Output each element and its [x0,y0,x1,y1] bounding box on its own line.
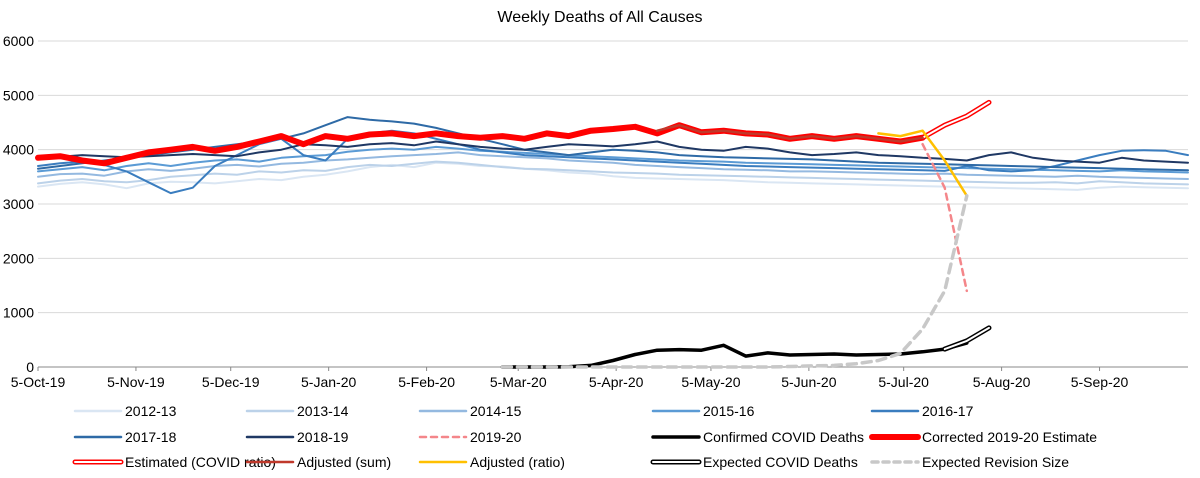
legend-item-adjusted-ratio: Adjusted (ratio) [418,454,565,470]
y-tick-label: 6000 [3,33,34,49]
series-line-2012-13 [37,161,1189,191]
legend-item-adjusted-sum: Adjusted (sum) [245,454,391,470]
series-line-adjusted-sum [655,123,924,143]
x-tick-label: 5-Sep-20 [1071,374,1129,390]
y-tick-label: 3000 [3,196,34,212]
series-lines [35,99,1189,369]
legend-item-2014-15: 2014-15 [418,403,522,419]
series-line-2014-15 [37,151,1189,180]
legend-item-2016-17: 2016-17 [870,403,974,419]
legend-label: 2019-20 [470,429,522,445]
x-tick-label: 5-Feb-20 [398,374,455,390]
y-tick-label: 5000 [3,87,34,103]
series-line-estimated-covid-ratio-inner [921,101,990,139]
legend-item-2015-16: 2015-16 [651,403,755,419]
legend-item-expected-covid-deaths: Expected COVID Deaths [650,454,858,470]
legend-item-estimated-covid-ratio: Estimated (COVID ratio) [72,454,276,470]
legend-label: 2016-17 [922,403,974,419]
legend-item-2018-19: 2018-19 [245,429,349,445]
legend-item-confirmed-covid-deaths: Confirmed COVID Deaths [651,429,864,445]
series-line-2017-18 [37,116,1189,172]
legend-label: Adjusted (ratio) [470,454,565,470]
series-line-adjusted-ratio [877,129,969,198]
y-tick-label: 1000 [3,305,34,321]
series-line-2019-20 [921,142,969,293]
x-tick-label: 5-Jul-20 [878,374,929,390]
legend-item-2013-14: 2013-14 [245,403,349,419]
y-tick-label: 0 [26,359,34,375]
legend-label: Expected Revision Size [922,454,1069,470]
x-tick-label: 5-Jun-20 [781,374,836,390]
x-axis: 5-Oct-19 5-Nov-19 5-Dec-19 5-Jan-20 5-Feb-20… [11,366,1188,390]
legend-label: Confirmed COVID Deaths [703,429,864,445]
legend-label: Adjusted (sum) [297,454,391,470]
chart-title: Weekly Deaths of All Causes [497,9,702,26]
legend-label: 2012-13 [125,403,177,419]
series-line-2018-19 [37,140,1189,164]
legend-label: Estimated (COVID ratio) [125,454,276,470]
legend-item-2012-13: 2012-13 [73,403,177,419]
series-line-expected-revision-size [500,194,969,369]
legend-item-2017-18: 2017-18 [73,429,177,445]
legend-label: 2013-14 [297,403,349,419]
legend-label: 2018-19 [297,429,349,445]
legend-item-expected-revision-size: Expected Revision Size [870,454,1069,470]
x-tick-label: 5-May-20 [681,374,740,390]
x-tick-label: 5-Apr-20 [589,374,644,390]
legend-label: 2014-15 [470,403,522,419]
x-tick-label: 5-Aug-20 [973,374,1031,390]
x-tick-label: 5-Jan-20 [301,374,356,390]
x-tick-label: 5-Mar-20 [490,374,547,390]
series-line-2016-17 [37,129,1189,195]
series-line-2013-14 [37,160,1189,186]
y-tick-label: 4000 [3,142,34,158]
legend-label: 2017-18 [125,429,177,445]
x-tick-label: 5-Dec-19 [202,374,260,390]
x-tick-label: 5-Oct-19 [11,374,66,390]
legend-item-corrected-2019-20-estimate: Corrected 2019-20 Estimate [869,429,1097,445]
legend: 2012-13 2013-14 2014-15 2015-16 2016-17 2017-… [72,403,1097,470]
y-tick-label: 2000 [3,250,34,266]
legend-label: Corrected 2019-20 Estimate [922,429,1097,445]
x-tick-label: 5-Nov-19 [107,374,165,390]
series-line-corrected-2019-20-estimate [35,122,926,167]
series-line-expected-covid-deaths-inner [943,326,990,351]
legend-label: Expected COVID Deaths [703,454,858,470]
legend-item-2019-20: 2019-20 [418,429,522,445]
legend-label: 2015-16 [703,403,755,419]
y-axis: 0 1000 2000 3000 4000 5000 6000 [3,33,34,375]
